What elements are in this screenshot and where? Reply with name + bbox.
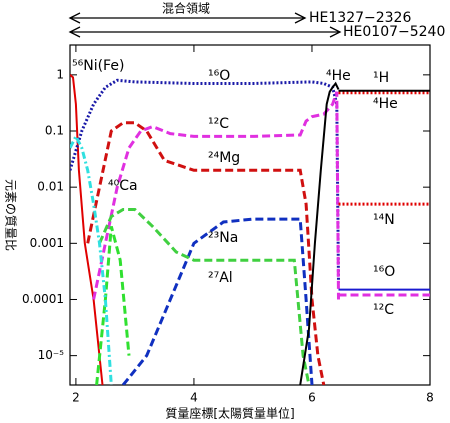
x-axis-label: 質量座標[太陽質量単位] bbox=[165, 406, 294, 421]
y-tick-label: 1 bbox=[56, 67, 64, 81]
y-tick-label: 0.01 bbox=[37, 180, 64, 194]
annotation: HE0107−5240 bbox=[343, 24, 445, 40]
arrow-head bbox=[329, 26, 342, 38]
series-label: ⁴He bbox=[326, 68, 351, 84]
series-label: ¹²C bbox=[373, 302, 394, 318]
series-line bbox=[70, 133, 113, 385]
series-label: ¹⁶O bbox=[373, 264, 395, 280]
series-group bbox=[70, 74, 430, 385]
y-tick-label: 0.0001 bbox=[22, 292, 64, 306]
annotation: 混合領域 bbox=[162, 1, 210, 16]
y-tick-label: 0.001 bbox=[30, 236, 64, 250]
series-label: ²³Na bbox=[208, 230, 238, 246]
series-label: ²⁷Al bbox=[208, 270, 233, 286]
series-label: ⁴He bbox=[373, 96, 398, 112]
y-tick-label: 0.1 bbox=[45, 124, 64, 138]
x-tick-label: 4 bbox=[190, 391, 198, 405]
series-line bbox=[98, 208, 311, 385]
series-label: ⁵⁶Ni(Fe) bbox=[72, 58, 124, 74]
series-line bbox=[299, 81, 340, 385]
series-label: ¹⁶O bbox=[208, 68, 230, 84]
x-tick-label: 2 bbox=[72, 391, 80, 405]
series-label: ⁴⁰Ca bbox=[108, 178, 138, 194]
arrow-head bbox=[68, 12, 81, 24]
x-tick-label: 6 bbox=[308, 391, 316, 405]
series-label: ¹⁴N bbox=[373, 212, 395, 228]
arrow-head bbox=[294, 12, 307, 24]
series-label: ¹²C bbox=[208, 116, 229, 132]
series-label: ²⁴Mg bbox=[208, 150, 240, 166]
y-axis-label: 元素の質量比 bbox=[4, 179, 19, 251]
series-line bbox=[95, 226, 131, 385]
annotation: HE1327−2326 bbox=[309, 10, 411, 26]
y-tick-label: 10⁻⁵ bbox=[38, 348, 65, 362]
span-arrows bbox=[68, 12, 342, 38]
series-line bbox=[121, 217, 314, 385]
plot-frame bbox=[69, 44, 431, 386]
series-line bbox=[92, 91, 340, 300]
arrow-head bbox=[68, 26, 81, 38]
series-line bbox=[86, 121, 326, 385]
series-label: ¹H bbox=[373, 70, 389, 86]
x-tick-label: 8 bbox=[426, 391, 434, 405]
